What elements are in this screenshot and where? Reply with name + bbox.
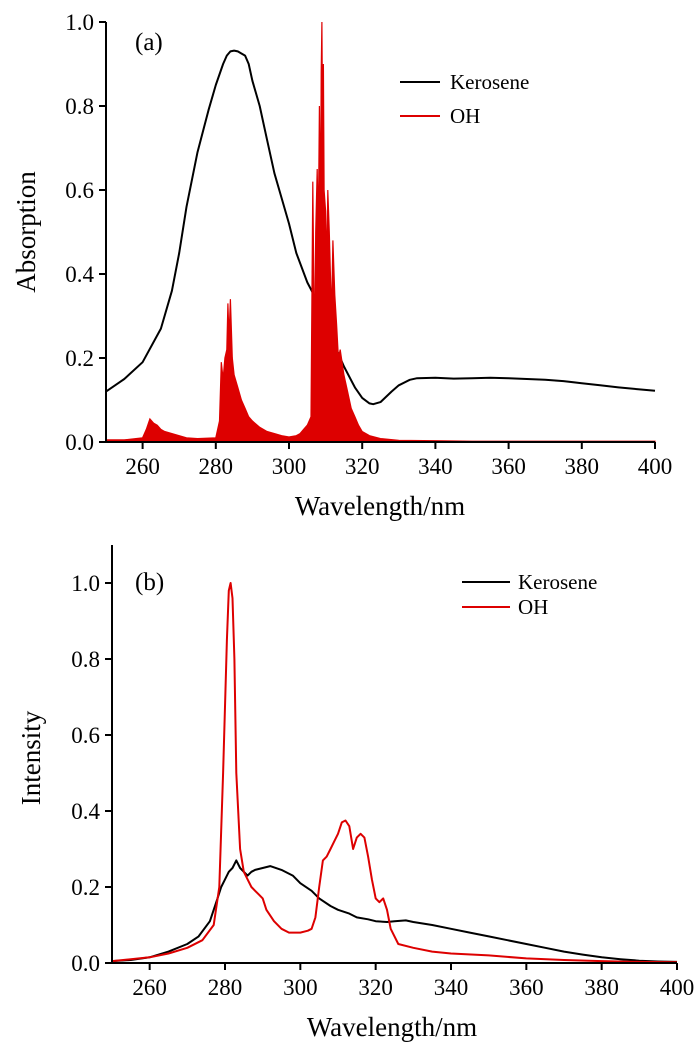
legend: Kerosene OH <box>462 570 597 619</box>
x-tick-label: 360 <box>491 454 526 479</box>
y-ticks: 0.0 0.2 0.4 0.6 0.8 1.0 <box>71 571 112 976</box>
x-tick-label: 280 <box>208 975 243 1000</box>
legend-label-kerosene: Kerosene <box>518 570 597 594</box>
x-axis-label: Wavelength/nm <box>295 491 465 521</box>
x-tick-label: 260 <box>132 975 167 1000</box>
x-tick-label: 300 <box>272 454 307 479</box>
legend-label-oh: OH <box>450 104 480 128</box>
x-ticks: 260 280 300 320 340 360 380 400 <box>132 963 694 1000</box>
y-tick-label: 0.2 <box>71 875 100 900</box>
x-tick-label: 340 <box>418 454 453 479</box>
y-tick-label: 1.0 <box>71 571 100 596</box>
x-ticks: 260 280 300 320 340 360 380 400 <box>125 442 672 479</box>
x-axis-label: Wavelength/nm <box>307 1012 477 1042</box>
legend: Kerosene OH <box>400 70 529 128</box>
x-tick-label: 400 <box>660 975 695 1000</box>
series-oh-line <box>111 582 678 964</box>
x-tick-label: 320 <box>345 454 380 479</box>
y-tick-label: 0.0 <box>71 951 100 976</box>
x-tick-label: 300 <box>283 975 318 1000</box>
x-tick-label: 340 <box>434 975 469 1000</box>
series-kerosene-line <box>105 49 656 406</box>
series-oh-area <box>105 21 656 443</box>
y-axis-label: Absorption <box>11 171 41 293</box>
y-tick-label: 1.0 <box>65 10 94 35</box>
y-tick-label: 0.0 <box>65 430 94 455</box>
chart-panel-b: 0.0 0.2 0.4 0.6 0.8 1.0 260 280 300 320 340 360 380… <box>16 545 694 1042</box>
y-tick-label: 0.6 <box>71 723 100 748</box>
x-tick-label: 380 <box>584 975 619 1000</box>
legend-label-kerosene: Kerosene <box>450 70 529 94</box>
y-tick-label: 0.6 <box>65 178 94 203</box>
panel-label: (b) <box>135 569 164 596</box>
x-tick-label: 260 <box>125 454 160 479</box>
panel-label: (a) <box>135 29 163 56</box>
x-tick-label: 320 <box>358 975 393 1000</box>
x-tick-label: 280 <box>199 454 234 479</box>
chart-panel-a: 0.0 0.2 0.4 0.6 0.8 1.0 260 280 300 320 340 360 380… <box>11 10 672 521</box>
plot-area <box>105 21 656 443</box>
y-tick-label: 0.8 <box>65 94 94 119</box>
y-ticks: 0.0 0.2 0.4 0.6 0.8 1.0 <box>65 10 106 455</box>
legend-label-oh: OH <box>518 595 548 619</box>
plot-area <box>111 545 678 964</box>
x-tick-label: 360 <box>509 975 544 1000</box>
x-tick-label: 400 <box>638 454 673 479</box>
series-kerosene-line <box>111 859 678 963</box>
y-tick-label: 0.4 <box>71 799 100 824</box>
y-tick-label: 0.2 <box>65 346 94 371</box>
y-tick-label: 0.4 <box>65 262 94 287</box>
x-tick-label: 380 <box>565 454 600 479</box>
y-axis-label: Intensity <box>16 710 46 805</box>
y-tick-label: 0.8 <box>71 647 100 672</box>
